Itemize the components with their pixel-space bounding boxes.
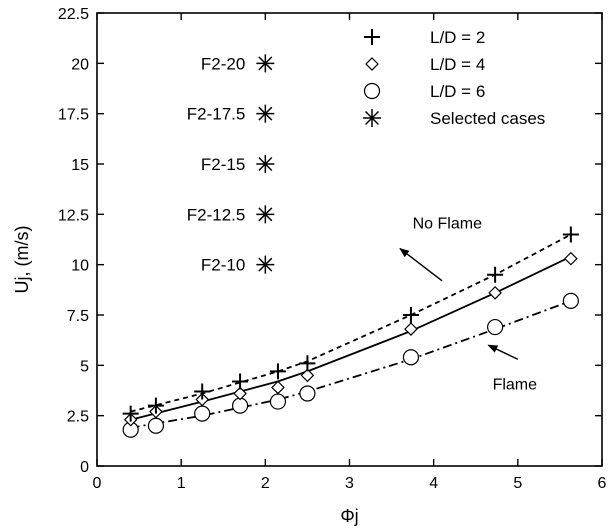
point-l-d-2 xyxy=(194,383,211,400)
point-l-d-6 xyxy=(194,405,211,422)
point-l-d-2 xyxy=(269,363,286,380)
selected-case-label: F2-10 xyxy=(201,256,245,275)
point-l-d-2 xyxy=(562,226,579,243)
point-l-d-6 xyxy=(269,393,287,410)
legend-entry-l-d-2: L/D = 2 xyxy=(430,28,485,47)
legend-entry-l-d-4: L/D = 4 xyxy=(430,55,485,74)
point-selected-cases xyxy=(256,155,275,173)
point-l-d-2 xyxy=(232,373,249,390)
annotations: No Flame Flame xyxy=(399,215,538,393)
point-l-d-6 xyxy=(147,417,165,434)
point-l-d-6 xyxy=(562,292,579,310)
selected-case-label: F2-20 xyxy=(201,54,245,73)
annotation-no-flame: No Flame xyxy=(413,215,482,232)
point-l-d-6 xyxy=(299,385,316,402)
legend-entry-l-d-6: L/D = 6 xyxy=(430,82,485,101)
point-l-d-2 xyxy=(299,355,316,372)
y-tick-label: 5 xyxy=(80,358,89,375)
point-selected-cases xyxy=(256,54,275,73)
x-tick-label: 0 xyxy=(93,475,102,492)
y-tick-label: 7.5 xyxy=(67,308,89,325)
point-l-d-2 xyxy=(402,307,419,323)
legend-marker-selected-cases xyxy=(363,109,381,127)
selected-case-label: F2-17.5 xyxy=(187,105,246,124)
point-l-d-4 xyxy=(233,386,247,401)
y-tick-label: 12.5 xyxy=(58,207,89,224)
y-tick-label: 17.5 xyxy=(58,107,89,124)
ticks: 0 1 2 3 4 5 6 0 2.5 5 7.5 10 12.5 15 17.5 20 22.5 xyxy=(58,6,607,492)
plot-frame xyxy=(96,12,603,467)
annotation-flame: Flame xyxy=(493,376,538,393)
y-tick-label: 2.5 xyxy=(67,409,89,426)
data-markers xyxy=(122,54,579,438)
legend-marker-l-d-6 xyxy=(363,82,381,100)
annotation-arrow xyxy=(399,247,443,282)
selected-case-label: F2-15 xyxy=(201,155,245,174)
legend: L/D = 2 L/D = 4 L/D = 6 Selected cases xyxy=(363,28,545,128)
point-l-d-6 xyxy=(487,318,504,336)
point-l-d-2 xyxy=(122,405,139,422)
x-tick-label: 6 xyxy=(598,475,607,492)
point-selected-cases xyxy=(256,255,275,274)
point-selected-cases xyxy=(256,104,275,123)
point-l-d-2 xyxy=(147,397,164,414)
x-tick-label: 2 xyxy=(261,475,270,492)
axes xyxy=(96,12,603,467)
point-selected-cases xyxy=(256,205,275,224)
y-tick-label: 20 xyxy=(71,56,89,73)
point-l-d-4 xyxy=(404,322,418,336)
point-l-d-6 xyxy=(402,349,420,366)
x-tick-label: 3 xyxy=(345,475,354,492)
point-l-d-4 xyxy=(271,380,285,395)
x-tick-label: 1 xyxy=(177,475,186,492)
y-tick-label: 15 xyxy=(71,157,89,174)
point-l-d-4 xyxy=(300,368,315,383)
annotation-arrow xyxy=(487,344,519,360)
legend-entry-selected-cases: Selected cases xyxy=(430,109,545,128)
x-tick-label: 5 xyxy=(513,475,522,492)
x-axis-label: Φj xyxy=(340,506,358,526)
point-l-d-2 xyxy=(487,266,504,283)
point-l-d-4 xyxy=(195,392,210,407)
selected-case-labels: F2-20 F2-17.5 F2-15 F2-12.5 F2-10 xyxy=(187,54,246,274)
fit-line-solid xyxy=(130,255,572,421)
x-tick-label: 4 xyxy=(429,475,438,492)
y-tick-label: 0 xyxy=(80,459,89,476)
y-axis-label: Uj, (m/s) xyxy=(12,226,32,294)
legend-marker-l-d-4 xyxy=(365,57,379,71)
y-tick-label: 22.5 xyxy=(58,6,89,23)
legend-marker-l-d-2 xyxy=(364,29,380,45)
selected-case-label: F2-12.5 xyxy=(187,205,246,224)
point-l-d-4 xyxy=(564,251,578,266)
y-tick-label: 10 xyxy=(71,258,89,275)
point-l-d-4 xyxy=(488,286,502,300)
